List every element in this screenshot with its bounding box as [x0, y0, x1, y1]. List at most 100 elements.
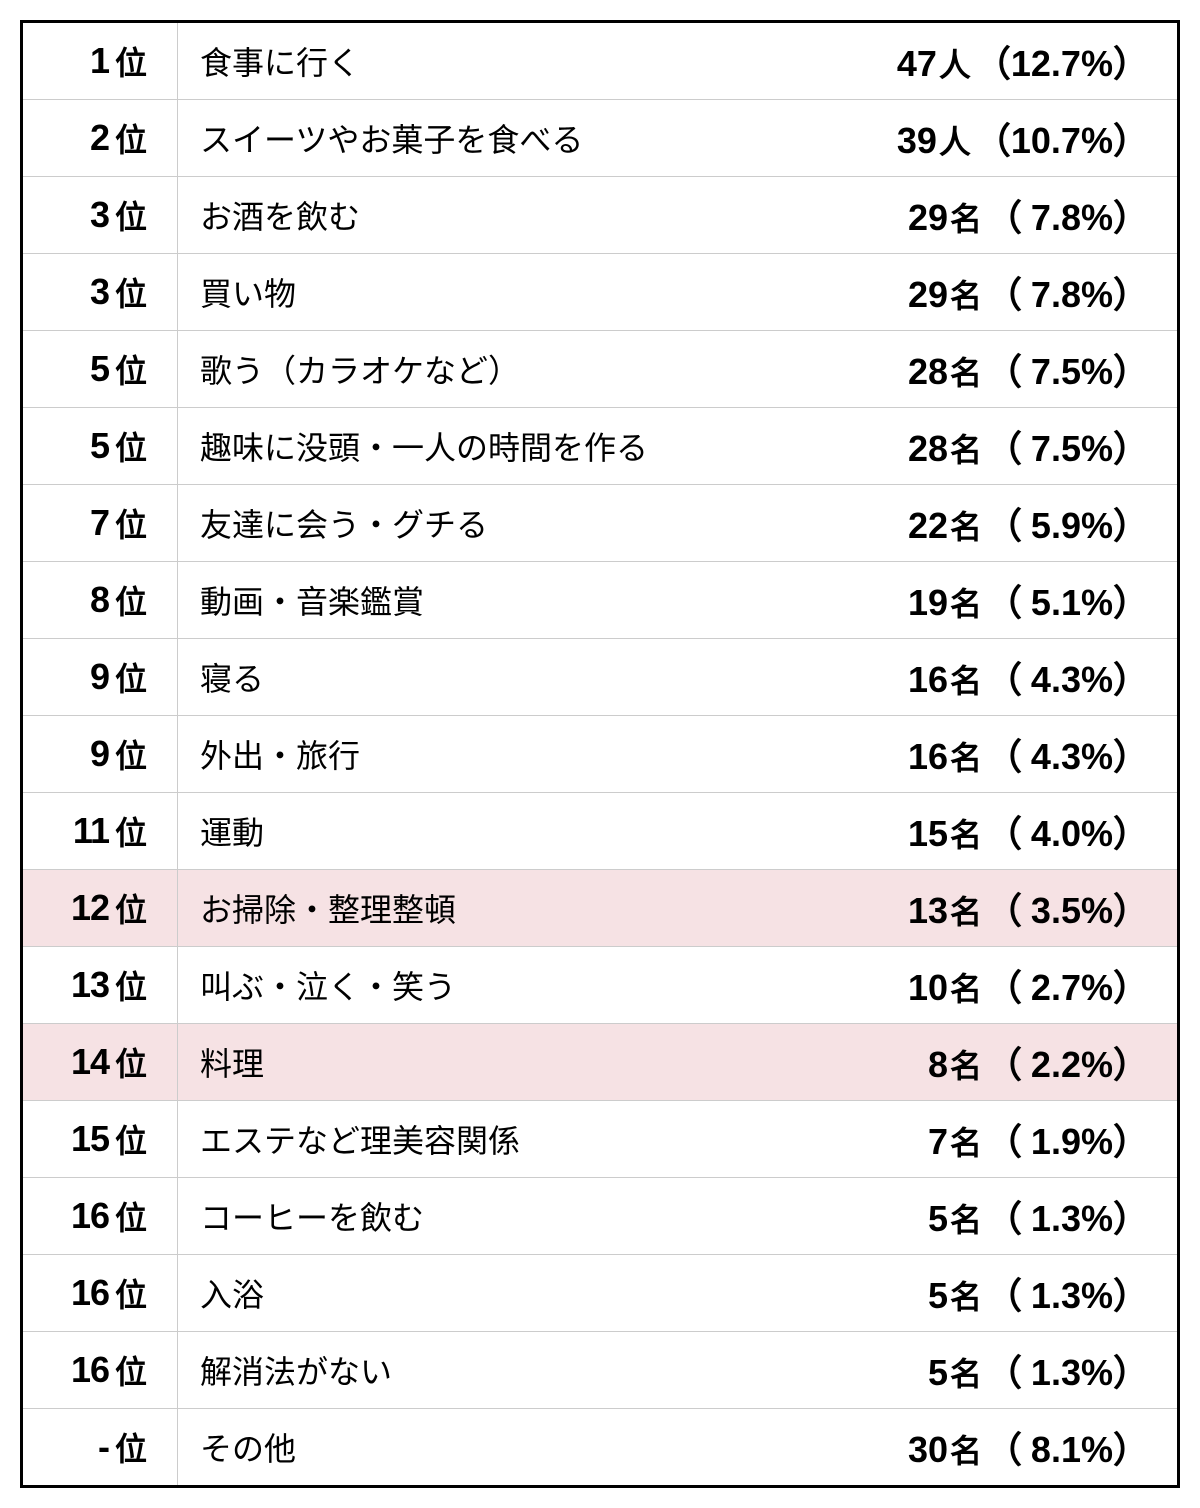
pct-number: 4.3 [1031, 736, 1081, 778]
rank-number: - [98, 1426, 109, 1468]
rank-cell: 7位 [23, 485, 178, 561]
count-number: 29 [896, 197, 948, 239]
pct-number: 1.3 [1031, 1198, 1081, 1240]
rank-suffix: 位 [115, 1424, 147, 1470]
rank-cell: 5位 [23, 331, 178, 407]
table-row: 15位エステなど理美容関係7名（ 1.9%） [23, 1101, 1177, 1178]
table-row: 3位買い物29名（ 7.8%） [23, 254, 1177, 331]
paren-open: （ [975, 112, 1011, 164]
pct-pad [1022, 679, 1031, 697]
paren-close: ） [1113, 574, 1149, 626]
rank-cell: 13位 [23, 947, 178, 1023]
value-cell: 28名（ 7.5%） [896, 420, 1177, 472]
pct-sign: % [1081, 1275, 1113, 1317]
pct-sign: % [1081, 659, 1113, 701]
count-number: 13 [896, 890, 948, 932]
table-row: 7位友達に会う・グチる22名（ 5.9%） [23, 485, 1177, 562]
table-row: 16位コーヒーを飲む5名（ 1.3%） [23, 1178, 1177, 1255]
count-unit: 名 [950, 733, 982, 779]
paren-close: ） [1113, 1344, 1149, 1396]
pct-number: 5.9 [1031, 505, 1081, 547]
item-label: その他 [178, 1424, 896, 1470]
pct-number: 1.3 [1031, 1275, 1081, 1317]
paren-close: ） [1113, 1190, 1149, 1242]
count-unit: 人 [939, 117, 971, 163]
value-cell: 13名（ 3.5%） [896, 882, 1177, 934]
count-unit: 名 [950, 579, 982, 625]
count-unit: 名 [950, 271, 982, 317]
rank-suffix: 位 [115, 1270, 147, 1316]
paren-close: ） [1113, 1036, 1149, 1088]
paren-open: （ [986, 420, 1022, 472]
count-unit: 名 [950, 887, 982, 933]
item-label: 友達に会う・グチる [178, 500, 896, 546]
pct-pad [1022, 1064, 1031, 1082]
pct-pad [1022, 525, 1031, 543]
rank-number: 16 [71, 1349, 109, 1391]
pct-sign: % [1081, 1429, 1113, 1471]
rank-number: 11 [73, 810, 109, 852]
rank-cell: 9位 [23, 639, 178, 715]
pct-sign: % [1081, 505, 1113, 547]
table-row: -位その他30名（ 8.1%） [23, 1409, 1177, 1485]
count-number: 10 [896, 967, 948, 1009]
pct-number: 5.1 [1031, 582, 1081, 624]
paren-close: ） [1113, 112, 1149, 164]
rank-suffix: 位 [115, 731, 147, 777]
rank-suffix: 位 [115, 885, 147, 931]
count-number: 22 [896, 505, 948, 547]
rank-number: 5 [90, 348, 109, 390]
item-label: 入浴 [178, 1270, 896, 1316]
pct-number: 1.9 [1031, 1121, 1081, 1163]
pct-sign: % [1081, 967, 1113, 1009]
table-row: 9位寝る16名（ 4.3%） [23, 639, 1177, 716]
rank-suffix: 位 [115, 1116, 147, 1162]
rank-number: 15 [71, 1118, 109, 1160]
value-cell: 7名（ 1.9%） [896, 1113, 1177, 1165]
rank-number: 9 [90, 733, 109, 775]
paren-open: （ [986, 266, 1022, 318]
rank-cell: 12位 [23, 870, 178, 946]
pct-sign: % [1081, 1121, 1113, 1163]
rank-number: 16 [71, 1272, 109, 1314]
paren-open: （ [986, 1036, 1022, 1088]
count-unit: 名 [950, 964, 982, 1010]
paren-close: ） [1113, 189, 1149, 241]
paren-close: ） [1113, 1113, 1149, 1165]
rank-number: 3 [90, 194, 109, 236]
rank-cell: 3位 [23, 254, 178, 330]
count-unit: 名 [950, 1349, 982, 1395]
count-unit: 名 [950, 1272, 982, 1318]
rank-number: 7 [90, 502, 109, 544]
pct-pad [1022, 1295, 1031, 1313]
rank-number: 13 [71, 964, 109, 1006]
table-row: 16位解消法がない5名（ 1.3%） [23, 1332, 1177, 1409]
rank-number: 3 [90, 271, 109, 313]
count-number: 5 [896, 1198, 948, 1240]
table-row: 12位お掃除・整理整頓13名（ 3.5%） [23, 870, 1177, 947]
pct-sign: % [1081, 1044, 1113, 1086]
count-unit: 名 [950, 348, 982, 394]
rank-suffix: 位 [115, 577, 147, 623]
count-number: 28 [896, 351, 948, 393]
count-number: 5 [896, 1352, 948, 1394]
count-number: 5 [896, 1275, 948, 1317]
pct-pad [1022, 294, 1031, 312]
pct-pad [1022, 1141, 1031, 1159]
paren-close: ） [1113, 651, 1149, 703]
item-label: 買い物 [178, 269, 896, 315]
rank-number: 5 [90, 425, 109, 467]
rank-suffix: 位 [115, 115, 147, 161]
item-label: 外出・旅行 [178, 731, 896, 777]
count-unit: 名 [950, 502, 982, 548]
pct-sign: % [1081, 813, 1113, 855]
count-unit: 名 [950, 194, 982, 240]
pct-pad [1022, 217, 1031, 235]
rank-number: 14 [71, 1041, 109, 1083]
paren-close: ） [1113, 959, 1149, 1011]
count-unit: 名 [950, 1426, 982, 1472]
value-cell: 30名（ 8.1%） [896, 1421, 1177, 1473]
rank-number: 16 [71, 1195, 109, 1237]
paren-close: ） [1113, 882, 1149, 934]
rank-number: 1 [90, 40, 109, 82]
